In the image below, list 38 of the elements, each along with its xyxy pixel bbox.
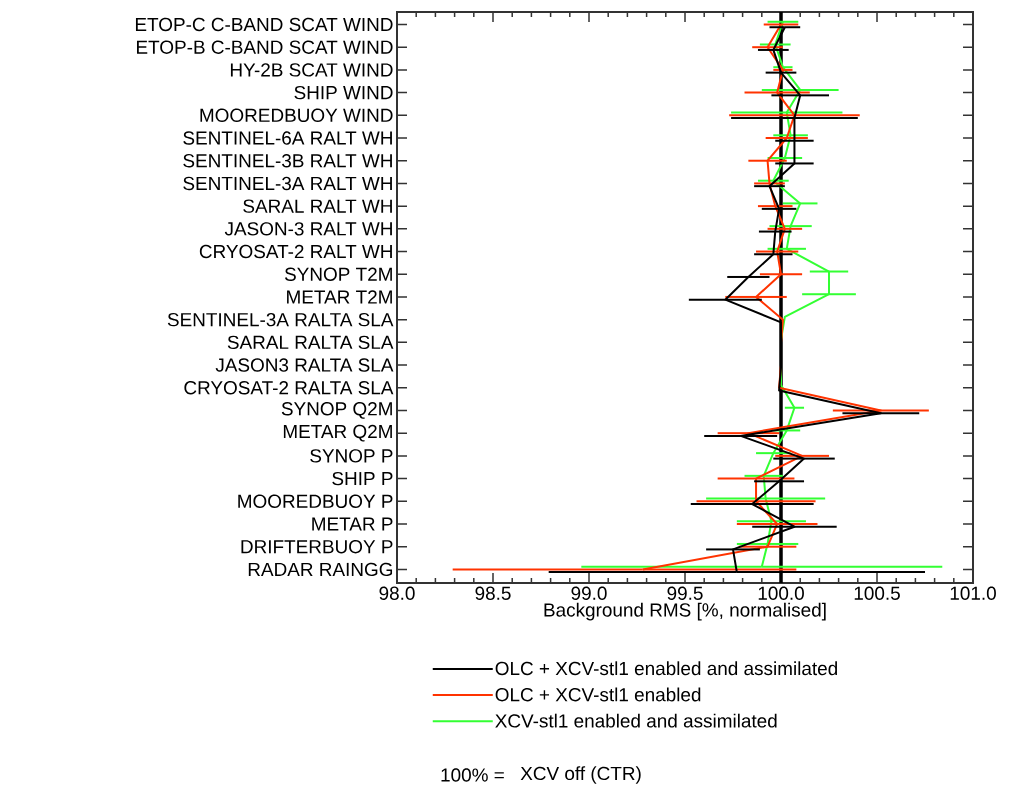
x-tick-label: 99.5: [667, 586, 703, 600]
y-tick-label: RADAR RAINGG: [248, 562, 393, 577]
y-tick-label: SARAL RALT WH: [243, 199, 392, 213]
y-tick-label: SHIP WIND: [294, 85, 393, 100]
y-tick-label: MOOREDBUOY P: [238, 494, 393, 508]
legend-label: XCV-stl1 enabled and assimilated: [495, 713, 777, 728]
x-axis-title: Background RMS [%, normalised]: [544, 602, 826, 621]
y-tick-label: JASON-3 RALT WH: [224, 222, 392, 236]
y-tick-label: SYNOP T2M: [284, 267, 392, 281]
x-tick-label: 98.5: [475, 586, 511, 600]
y-tick-label: MOOREDBUOY WIND: [200, 108, 393, 123]
x-tick-label: 99.0: [571, 586, 607, 600]
y-tick-label: METAR T2M: [287, 290, 392, 304]
x-tick-label: 100.0: [758, 586, 804, 600]
y-tick-label: ETOP-C C-BAND SCAT WIND: [135, 17, 393, 32]
y-tick-label: SENTINEL-3A RALTA SLA: [167, 312, 394, 327]
x-tick-label: 101.0: [950, 586, 996, 600]
legend-label: OLC + XCV-stl1 enabled and assimilated: [495, 661, 837, 676]
text: XCV off (CTR): [520, 766, 641, 784]
y-tick-label: SYNOP Q2M: [281, 402, 392, 419]
y-tick-label: CRYOSAT-2 RALTA SLA: [184, 381, 394, 395]
y-tick-label: ETOP-B C-BAND SCAT WIND: [137, 40, 393, 54]
y-tick-label: CRYOSAT-2 RALT WH: [199, 244, 392, 259]
legend-label: OLC + XCV-stl1 enabled: [495, 687, 701, 702]
y-tick-label: METAR Q2M: [283, 424, 392, 442]
y-tick-label: METAR P: [312, 517, 393, 531]
y-tick-label: DRIFTERBUOY P: [241, 539, 393, 554]
x-tick-label: 100.5: [854, 586, 900, 600]
y-tick-label: SENTINEL-6A RALT WH: [183, 131, 392, 145]
y-tick-label: HY-2B SCAT WIND: [230, 63, 393, 77]
y-tick-label: SENTINEL-3A RALT WH: [183, 176, 392, 191]
y-tick-label: SYNOP P: [310, 449, 393, 463]
y-tick-label: JASON3 RALTA SLA: [215, 358, 394, 372]
x-tick-label: 98.0: [379, 586, 415, 600]
y-tick-label: SARAL RALTA SLA: [227, 335, 394, 350]
text: 100% =: [441, 768, 504, 782]
y-tick-label: SHIP P: [332, 471, 393, 486]
y-tick-label: SENTINEL-3B RALT WH: [183, 154, 392, 168]
